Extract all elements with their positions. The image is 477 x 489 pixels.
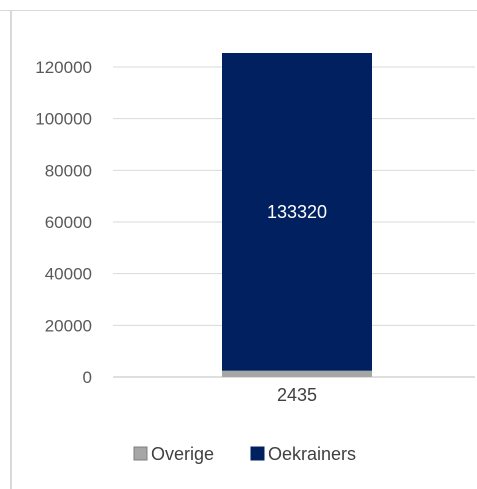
frame-top-border bbox=[0, 10, 477, 11]
data-labels: 2435 133320 bbox=[267, 202, 327, 405]
legend-swatch-oekrainers bbox=[250, 446, 265, 461]
y-tick-label: 40000 bbox=[45, 265, 92, 284]
bars bbox=[222, 53, 372, 377]
frame-left-border bbox=[10, 10, 12, 489]
data-label-oekrainers: 133320 bbox=[267, 202, 327, 222]
data-label-overige: 2435 bbox=[277, 385, 317, 405]
y-tick-label: 100000 bbox=[35, 110, 92, 129]
legend-label-oekrainers: Oekrainers bbox=[268, 444, 356, 464]
y-tick-label: 120000 bbox=[35, 58, 92, 77]
legend-label-overige: Overige bbox=[151, 444, 214, 464]
y-tick-label: 80000 bbox=[45, 161, 92, 180]
bar-oekrainers bbox=[222, 53, 372, 371]
y-tick-label: 0 bbox=[83, 368, 92, 387]
y-tick-label: 60000 bbox=[45, 213, 92, 232]
y-axis-tick-labels: 0 20000 40000 60000 80000 100000 120000 bbox=[35, 58, 92, 387]
legend-swatch-overige bbox=[133, 446, 148, 461]
legend: Overige Oekrainers bbox=[133, 444, 356, 464]
y-tick-label: 20000 bbox=[45, 316, 92, 335]
bar-overige bbox=[222, 370, 372, 377]
